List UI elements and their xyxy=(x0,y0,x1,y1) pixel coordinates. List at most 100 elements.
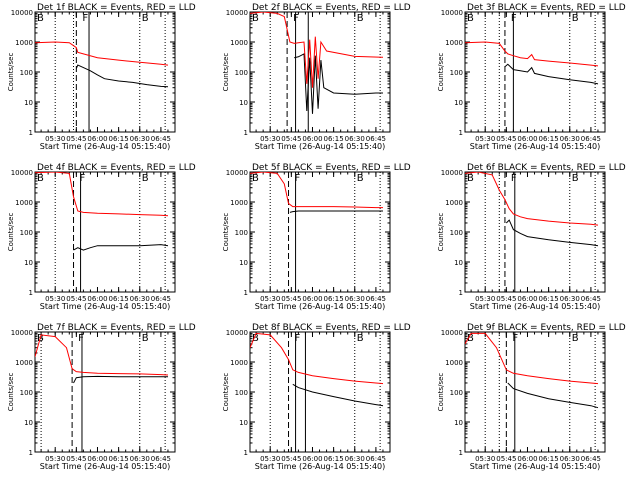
plot-frame xyxy=(464,11,606,133)
x-tick-label: 06:15 xyxy=(324,455,344,463)
y-tick-label: 100 xyxy=(450,389,463,397)
region-label: B xyxy=(357,173,364,184)
y-tick-label: 10 xyxy=(239,99,248,107)
panel-title: Det 4f BLACK = Events, RED = LLD xyxy=(37,163,196,173)
x-tick-label: 05:45 xyxy=(281,295,301,303)
y-tick-label: 10000 xyxy=(441,9,463,17)
y-tick-label: 10 xyxy=(454,99,463,107)
y-tick-label: 10 xyxy=(24,259,33,267)
region-label: B xyxy=(252,333,259,344)
panel-title: Det 6f BLACK = Events, RED = LLD xyxy=(467,163,626,173)
panel-det-7f: Det 7f BLACK = Events, RED = LLD 1 10 100 10… xyxy=(7,323,196,471)
y-tick-label: 10000 xyxy=(11,329,33,337)
region-label: B xyxy=(142,13,149,24)
y-tick-label: 1000 xyxy=(15,359,33,367)
region-label: F xyxy=(511,173,517,184)
y-tick-label: 1 xyxy=(29,449,33,457)
x-tick-label: 06:45 xyxy=(581,135,601,143)
x-tick-label: 06:30 xyxy=(560,135,580,143)
x-axis-label: Start Time (26-Aug-14 05:15:40) xyxy=(255,302,386,311)
series-line-events xyxy=(73,244,169,251)
x-tick-label: 06:00 xyxy=(517,295,537,303)
region-label: F xyxy=(511,13,517,24)
series-line-lld xyxy=(35,41,169,66)
x-tick-label: 05:30 xyxy=(45,455,65,463)
region-label: B xyxy=(37,173,44,184)
x-tick-label: 05:30 xyxy=(475,455,495,463)
x-tick-label: 06:45 xyxy=(151,295,171,303)
x-tick-label: 06:00 xyxy=(302,455,322,463)
panel-det-3f: Det 3f BLACK = Events, RED = LLD 1 10 100 10… xyxy=(437,3,626,151)
region-label: F xyxy=(293,13,299,24)
region-label: B xyxy=(142,333,149,344)
region-label: B xyxy=(142,173,149,184)
x-tick-label: 05:30 xyxy=(45,295,65,303)
x-tick-label: 06:15 xyxy=(109,455,129,463)
series-line-lld xyxy=(35,334,169,376)
y-tick-label: 1 xyxy=(244,449,248,457)
series-line-events xyxy=(294,53,383,114)
panel-det-6f: Det 6f BLACK = Events, RED = LLD 1 10 100 10… xyxy=(437,163,626,311)
x-tick-label: 06:30 xyxy=(560,455,580,463)
x-tick-label: 06:30 xyxy=(130,135,150,143)
series-line-events xyxy=(75,64,169,88)
series-line-lld xyxy=(250,172,383,209)
y-tick-label: 1000 xyxy=(445,39,463,47)
x-tick-label: 05:45 xyxy=(496,295,516,303)
y-axis-label: Counts/sec xyxy=(437,213,445,252)
region-label: B xyxy=(572,13,579,24)
y-axis-label: Counts/sec xyxy=(7,213,15,252)
y-tick-label: 1000 xyxy=(15,199,33,207)
region-label: F xyxy=(78,333,84,344)
region-label: B xyxy=(467,13,474,24)
y-tick-label: 1 xyxy=(29,129,33,137)
x-tick-label: 06:45 xyxy=(581,295,601,303)
region-label: F xyxy=(295,333,301,344)
y-axis-label: Counts/sec xyxy=(222,53,230,92)
y-tick-label: 1000 xyxy=(445,359,463,367)
series-line-events xyxy=(507,382,599,409)
y-tick-label: 100 xyxy=(20,389,33,397)
y-tick-label: 10 xyxy=(24,419,33,427)
series-line-lld xyxy=(465,172,599,226)
y-tick-label: 10000 xyxy=(11,169,33,177)
y-tick-label: 100 xyxy=(450,229,463,237)
y-tick-label: 100 xyxy=(235,229,248,237)
plot-frame xyxy=(464,331,606,453)
series-line-events xyxy=(504,63,599,85)
x-tick-label: 06:30 xyxy=(560,295,580,303)
panel-title: Det 5f BLACK = Events, RED = LLD xyxy=(252,163,411,173)
region-label: B xyxy=(572,333,579,344)
y-tick-label: 1 xyxy=(244,289,248,297)
plot-frame xyxy=(34,171,176,293)
panel-det-5f: Det 5f BLACK = Events, RED = LLD 1 10 100 10… xyxy=(222,163,411,311)
series-line-events xyxy=(505,219,599,247)
x-axis-label: Start Time (26-Aug-14 05:15:40) xyxy=(470,302,601,311)
x-axis-label: Start Time (26-Aug-14 05:15:40) xyxy=(40,302,171,311)
x-tick-label: 05:30 xyxy=(260,455,280,463)
series-line-lld xyxy=(465,41,599,67)
x-tick-label: 06:45 xyxy=(151,455,171,463)
panel-det-9f: Det 9f BLACK = Events, RED = LLD 1 10 100 10… xyxy=(437,323,626,471)
x-tick-label: 05:45 xyxy=(66,135,86,143)
region-label: B xyxy=(252,173,259,184)
x-tick-label: 05:30 xyxy=(260,135,280,143)
x-tick-label: 06:30 xyxy=(130,455,150,463)
x-tick-label: 06:45 xyxy=(581,455,601,463)
x-tick-label: 06:30 xyxy=(345,295,365,303)
x-tick-label: 06:45 xyxy=(151,135,171,143)
y-tick-label: 1 xyxy=(459,129,463,137)
y-tick-label: 1000 xyxy=(230,39,248,47)
x-tick-label: 06:45 xyxy=(366,295,386,303)
y-axis-label: Counts/sec xyxy=(222,213,230,252)
plot-frame xyxy=(249,171,391,293)
panel-det-8f: Det 8f BLACK = Events, RED = LLD 1 10 100 10… xyxy=(222,323,411,471)
plot-frame xyxy=(249,331,391,453)
y-tick-label: 10000 xyxy=(226,329,248,337)
series-line-events xyxy=(73,375,168,384)
x-tick-label: 06:45 xyxy=(366,455,386,463)
region-label: B xyxy=(357,333,364,344)
x-tick-label: 06:30 xyxy=(345,455,365,463)
region-label: F xyxy=(295,173,301,184)
